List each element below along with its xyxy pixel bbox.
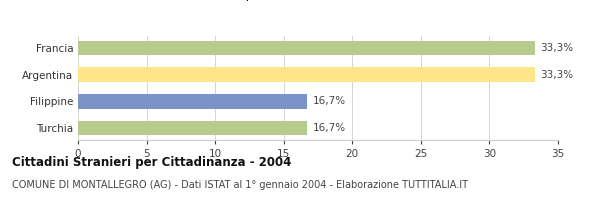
Bar <box>78 41 535 55</box>
Bar <box>78 67 535 82</box>
Text: COMUNE DI MONTALLEGRO (AG) - Dati ISTAT al 1° gennaio 2004 - Elaborazione TUTTIT: COMUNE DI MONTALLEGRO (AG) - Dati ISTAT … <box>12 180 468 190</box>
Text: 16,7%: 16,7% <box>313 96 346 106</box>
Bar <box>78 121 307 135</box>
Bar <box>78 94 307 109</box>
Text: 33,3%: 33,3% <box>540 43 573 53</box>
Text: Cittadini Stranieri per Cittadinanza - 2004: Cittadini Stranieri per Cittadinanza - 2… <box>12 156 292 169</box>
Legend: Europa, America, Asia: Europa, America, Asia <box>202 0 386 5</box>
Text: 33,3%: 33,3% <box>540 70 573 80</box>
Text: 16,7%: 16,7% <box>313 123 346 133</box>
